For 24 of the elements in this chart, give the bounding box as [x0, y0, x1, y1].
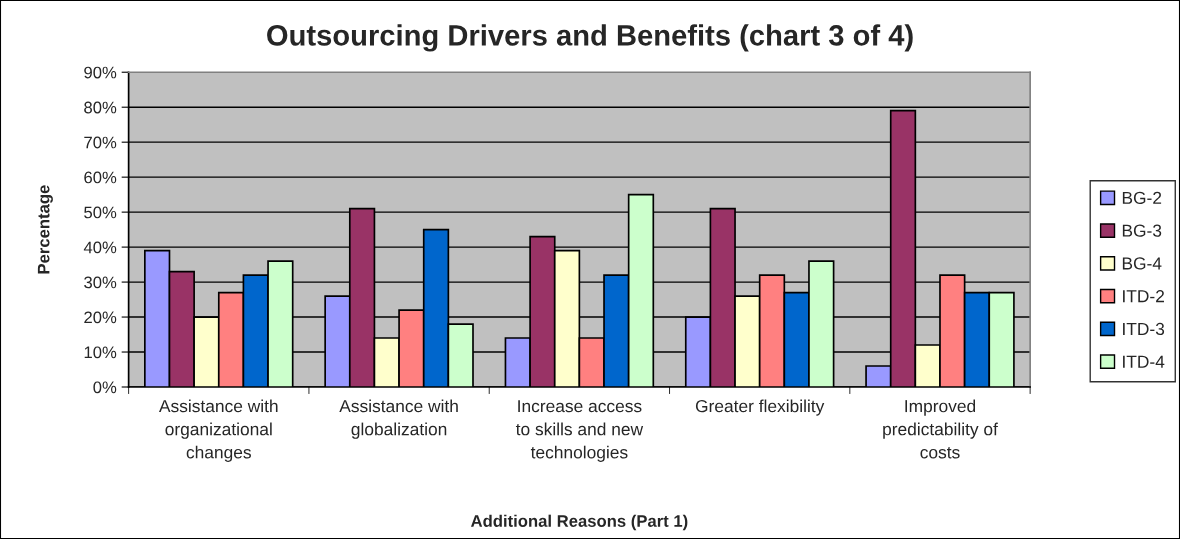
y-tick-label: 70% [84, 136, 117, 149]
y-tick-label: 60% [84, 171, 117, 184]
x-tick-label: Greater flexibility [695, 399, 825, 416]
y-tick-label: 40% [83, 241, 117, 254]
y-tick-label: 90% [84, 66, 117, 79]
x-tick-label: Improved predictability of costs [883, 399, 998, 459]
y-tick-label: 0% [93, 381, 117, 394]
x-tick-label: Assistance with globalization [339, 399, 458, 439]
y-tick-label: 10% [84, 346, 117, 359]
legend-label: BG-3 [1122, 224, 1162, 237]
legend-label: ITD-4 [1123, 355, 1165, 368]
y-tick-label: 30% [84, 276, 117, 289]
legend-label: ITD-3 [1123, 322, 1165, 336]
x-tick-label: Assistance with organizational changes [158, 399, 278, 462]
y-axis-title: Percentage [37, 185, 53, 274]
legend-label: BG-2 [1122, 191, 1162, 205]
y-tick-label: 20% [84, 311, 117, 324]
x-tick-label: Increase access to skills and new technologies [515, 400, 644, 462]
legend-label: ITD-2 [1123, 290, 1164, 303]
y-tick-label: 50% [84, 206, 117, 219]
legend-label: BG-4 [1122, 257, 1162, 270]
y-tick-label: 80% [84, 101, 117, 114]
x-axis-title: Additional Reasons (Part 1) [470, 514, 688, 531]
chart-title: Outsourcing Drivers and Benefits (chart 3 of 4) [267, 24, 913, 52]
